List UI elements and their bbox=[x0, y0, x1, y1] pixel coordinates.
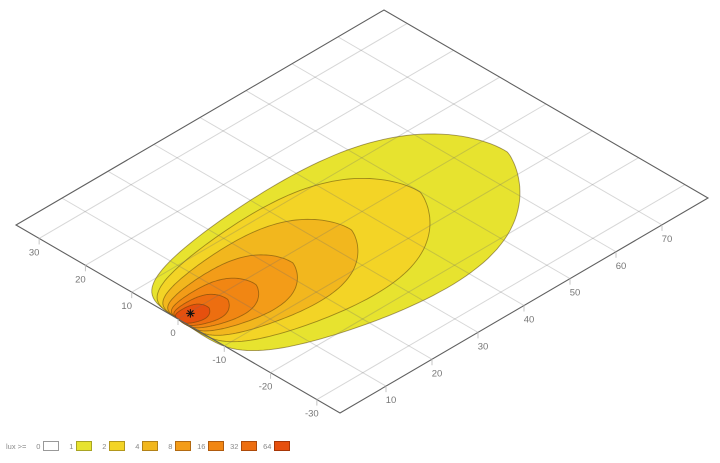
legend-value: 32 bbox=[230, 441, 239, 451]
grid-line-x bbox=[245, 90, 571, 280]
x-tick-label: 20 bbox=[432, 368, 443, 379]
legend-swatch bbox=[142, 441, 159, 451]
grid-line-y bbox=[131, 76, 500, 293]
legend-swatch bbox=[76, 441, 93, 451]
grid-line-y bbox=[177, 103, 547, 320]
x-tick-label: 60 bbox=[616, 261, 627, 272]
x-tick-label: 40 bbox=[524, 315, 535, 326]
legend-swatch bbox=[43, 441, 60, 451]
grid-line-x bbox=[153, 143, 479, 333]
legend-swatch bbox=[274, 441, 291, 451]
y-tick-label: -20 bbox=[259, 382, 273, 393]
legend-swatch bbox=[241, 441, 258, 451]
grid-line-y bbox=[85, 49, 454, 266]
y-tick-label: 30 bbox=[29, 247, 40, 258]
y-tick-label: 0 bbox=[170, 328, 175, 339]
legend-swatch bbox=[208, 441, 225, 451]
legend-item: 8 bbox=[158, 441, 192, 451]
x-tick-label: 70 bbox=[662, 234, 673, 245]
legend-item: 64 bbox=[257, 441, 291, 451]
legend-value: 0 bbox=[36, 441, 41, 451]
grid-line-y bbox=[316, 184, 686, 401]
legend-item: 1 bbox=[59, 441, 93, 451]
legend-item: 32 bbox=[224, 441, 258, 451]
legend-value: 4 bbox=[135, 441, 140, 451]
grid-line-x bbox=[291, 63, 617, 253]
legend: lux >= 0 1 2 4 8 16 32 64 bbox=[1, 439, 291, 453]
y-tick-label: 10 bbox=[121, 301, 132, 312]
legend-item: 4 bbox=[125, 441, 159, 451]
legend-item: 2 bbox=[92, 441, 126, 451]
y-tick-label: -30 bbox=[305, 409, 319, 420]
grid-line-x bbox=[61, 197, 387, 387]
legend-value: 16 bbox=[197, 441, 206, 451]
x-tick-label: 50 bbox=[570, 288, 581, 299]
legend-item: 16 bbox=[191, 441, 225, 451]
legend-item: 0 bbox=[26, 441, 60, 451]
y-tick-label: 20 bbox=[75, 274, 86, 285]
asterisk-center bbox=[189, 312, 192, 315]
legend-title: lux >= bbox=[6, 441, 27, 451]
legend-value: 64 bbox=[263, 441, 272, 451]
y-tick-label: -10 bbox=[212, 355, 226, 366]
grid-line-y bbox=[270, 157, 639, 374]
legend-value: 2 bbox=[102, 441, 107, 451]
grid-line-x bbox=[199, 117, 525, 306]
legend-swatch bbox=[109, 441, 126, 451]
grid-line-y bbox=[224, 130, 593, 347]
grid-line-x bbox=[337, 36, 663, 226]
x-tick-label: 30 bbox=[478, 341, 489, 352]
legend-value: 1 bbox=[69, 441, 74, 451]
legend-value: 8 bbox=[168, 441, 173, 451]
legend-swatch bbox=[175, 441, 192, 451]
source-asterisk-marker bbox=[186, 309, 195, 318]
grid-line-x bbox=[107, 170, 433, 360]
plot-border bbox=[14, 9, 710, 414]
x-tick-label: 10 bbox=[386, 395, 397, 406]
grid-line-y bbox=[38, 22, 408, 239]
